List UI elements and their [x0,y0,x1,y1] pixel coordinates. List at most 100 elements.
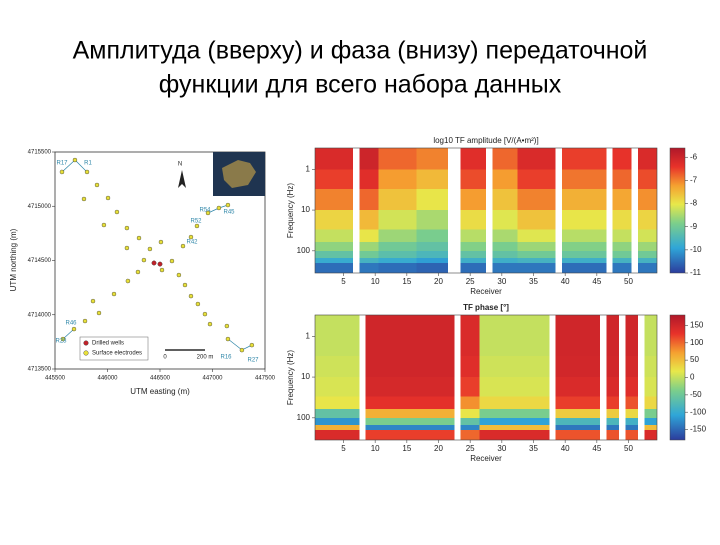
heatmap-amplitude: log10 TF amplitude [V/(A•m²)] 5 10 15 20 25 30… [286,136,702,296]
heatmap-cell [315,355,360,378]
plot-frame [314,314,658,441]
x-tick-label: 35 [529,277,538,286]
electrode [105,195,111,201]
heatmap-cell [479,408,550,418]
heatmap-cell [606,355,619,378]
heatmap-cell [638,250,657,259]
heatmap-cell [562,169,607,189]
electrode [90,298,96,304]
heatmap-cell [562,263,607,273]
map-y-label: UTM northing (m) [9,228,18,291]
electrode [71,326,77,332]
heatmap-cell [625,315,638,337]
heatmap-cell [479,377,550,397]
heatmap-cell [460,408,480,418]
electrode [60,336,66,342]
x-tick-label: 5 [341,277,346,286]
electrode [216,205,222,211]
electrode [180,243,186,249]
electrode [72,157,78,163]
heatmap-cell [315,336,360,356]
x-tick-label: 446000 [97,376,118,382]
heatmap-cell [460,148,486,170]
electrode [94,182,100,188]
electrode [147,246,153,252]
electrode [194,223,200,229]
y-tick-label: 100 [297,246,311,255]
heatmap-cell [562,229,607,242]
electrode [114,209,120,215]
map-figure: N Drilled wells Surface electrodes 0 200… [9,150,276,397]
x-tick-label: 15 [402,277,411,286]
heatmap-cell [492,210,518,230]
colorbar-tick-label: -8 [690,199,698,208]
heatmap-cell [638,229,657,242]
heatmap-cell [517,148,556,170]
heatmap-cell [460,263,486,273]
heatmap-cell [612,241,632,251]
y-tick-label: 10 [301,372,310,381]
station-label: R1 [84,161,92,167]
heatmap-cell [517,241,556,251]
heatmap-cell [378,188,417,211]
heatmap-cell [625,425,638,431]
heatmap-cell [365,336,455,356]
heatmap-cell [416,250,448,259]
station-label: R52 [190,219,202,225]
heatmap-cell [378,210,417,230]
heatmap-cell [460,188,486,211]
inset-land [222,160,256,188]
heatmap-cell [365,355,455,378]
heatmap-cell [638,241,657,251]
heatmap-cell [416,229,448,242]
station-label: R27 [247,358,259,364]
colorbar-tick-label: -50 [690,390,702,399]
heatmap-cell [365,417,455,426]
x-tick-label: 445500 [45,376,66,382]
map-x-label: UTM easting (m) [130,387,190,396]
heatmap-cell [562,210,607,230]
x-tick-label: 45 [592,277,601,286]
heatmap-cell [315,396,360,409]
drilled-well [157,261,163,267]
electrode [125,278,131,284]
x-tick-label: 447000 [202,376,223,382]
colorbar-tick-label: 50 [690,355,699,364]
heatmap-cell [359,241,379,251]
heatmap-cell [625,430,638,440]
heatmap-cell [612,258,632,264]
x-axis-label: Receiver [470,454,502,463]
heatmap-cell [562,258,607,264]
colorbar-tick-label: -10 [690,245,702,254]
heatmap-cell [555,425,600,431]
heatmap-cell [479,396,550,409]
heatmap-cell [644,417,657,426]
electrode [188,234,194,240]
y-tick-label: 1 [306,331,311,340]
heatmap-cell [606,408,619,418]
heatmap-cell [555,315,600,337]
heatmap-cell [416,188,448,211]
heatmap-cell [492,169,518,189]
heatmap-cell [365,408,455,418]
station-label: R54 [199,208,211,214]
electrode [239,347,245,353]
x-tick-label: 10 [371,277,380,286]
electrode [141,257,147,263]
heatmap-cell [315,430,360,440]
heatmap-cell [644,355,657,378]
heatmap-cell [416,148,448,170]
electrode [159,267,165,273]
x-tick-label: 45 [592,444,601,453]
heatmap-cell [562,148,607,170]
heatmap-cell [625,355,638,378]
legend-well-icon [83,340,89,346]
y-tick-label: 100 [297,413,311,422]
heatmap-cell [359,258,379,264]
colorbar-tick-label: -9 [690,222,698,231]
electrode [124,245,130,251]
heatmap-cell [378,258,417,264]
drilled-well [151,260,157,266]
heatmap-cell [359,188,379,211]
